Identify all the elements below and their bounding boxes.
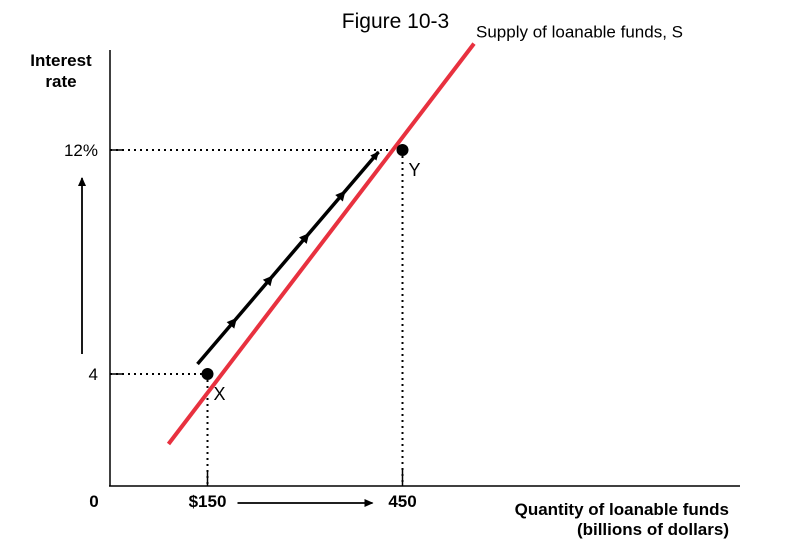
y-tick-label-1: 12%: [64, 141, 98, 160]
movement-arrow-chevron-1: [262, 275, 274, 287]
supply-curve-line-0: [166, 42, 476, 446]
x-tick-label-0: $150: [189, 492, 227, 511]
figure-title: Figure 10-3: [341, 10, 450, 33]
point-label-x: X: [214, 384, 226, 404]
axes-layer: [109, 50, 740, 487]
x-axis-label-line1: Quantity of loanable funds: [514, 500, 729, 519]
y-axis-label-line1: Interest: [30, 51, 92, 70]
movement-arrow-line: [196, 150, 380, 366]
x-axis-label: Quantity of loanable funds (billions of …: [515, 500, 729, 540]
y-tick-label-0: 4: [89, 365, 98, 384]
point-y: [396, 144, 409, 156]
movement-arrow-chevron-0: [226, 317, 237, 329]
guide-lines-layer: [110, 149, 404, 486]
point-label-y: Y: [409, 160, 421, 180]
point-x: [201, 368, 214, 380]
curve-layer: [166, 42, 476, 446]
y-axis-label-line2: rate: [45, 72, 77, 91]
marks-layer: [78, 144, 409, 507]
supply-curve-label-0: Supply of loanable funds, S: [476, 23, 683, 42]
y-axis-label: Interest rate: [20, 50, 102, 92]
origin-label: 0: [89, 492, 98, 511]
text-layer: Supply of loanable funds, S X Y $150 450 4 12%…: [64, 23, 683, 511]
x-axis-label-line2: (billions of dollars): [576, 520, 729, 539]
x-tick-label-1: 450: [388, 492, 416, 511]
movement-arrow-chevron-3: [335, 190, 346, 202]
movement-arrow-chevron-2: [299, 232, 310, 244]
